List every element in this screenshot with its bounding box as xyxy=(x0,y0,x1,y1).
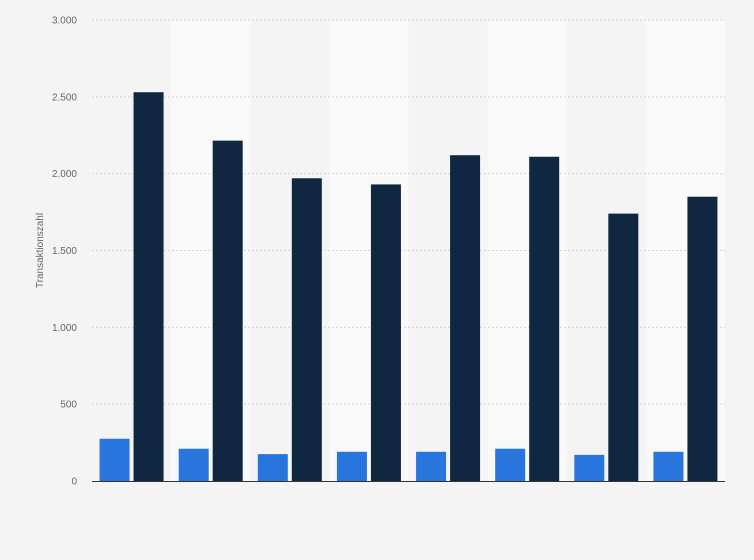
gridlines xyxy=(92,19,725,405)
bars xyxy=(99,92,718,482)
bar-series-2[interactable] xyxy=(608,213,639,481)
bar-series-1[interactable] xyxy=(416,451,447,481)
bar-series-1[interactable] xyxy=(99,438,130,481)
bar-series-2[interactable] xyxy=(370,184,401,481)
bar-series-1[interactable] xyxy=(178,448,209,481)
bar-series-2[interactable] xyxy=(291,178,322,481)
bar-series-1[interactable] xyxy=(653,451,684,481)
bar-series-1[interactable] xyxy=(495,448,526,481)
y-tick-label: 3.000 xyxy=(52,16,77,27)
y-axis-ticks: 0 500 1.000 1.500 2.000 2.500 3.000 xyxy=(52,16,77,488)
y-tick-label: 2.500 xyxy=(52,92,77,103)
bar-series-2[interactable] xyxy=(529,156,560,481)
bar-series-2[interactable] xyxy=(687,196,718,481)
bar-series-2[interactable] xyxy=(212,140,243,481)
y-tick-label: 0 xyxy=(71,477,77,488)
y-axis-title: Transaktionszahl xyxy=(35,213,46,288)
bar-series-1[interactable] xyxy=(336,451,367,481)
y-tick-label: 500 xyxy=(60,400,77,411)
y-tick-label: 1.000 xyxy=(52,323,77,334)
bar-series-2[interactable] xyxy=(133,92,164,482)
bar-series-1[interactable] xyxy=(257,454,288,481)
y-tick-label: 1.500 xyxy=(52,246,77,257)
y-tick-label: 2.000 xyxy=(52,169,77,180)
bar-series-2[interactable] xyxy=(450,155,481,481)
bar-series-1[interactable] xyxy=(574,454,605,481)
